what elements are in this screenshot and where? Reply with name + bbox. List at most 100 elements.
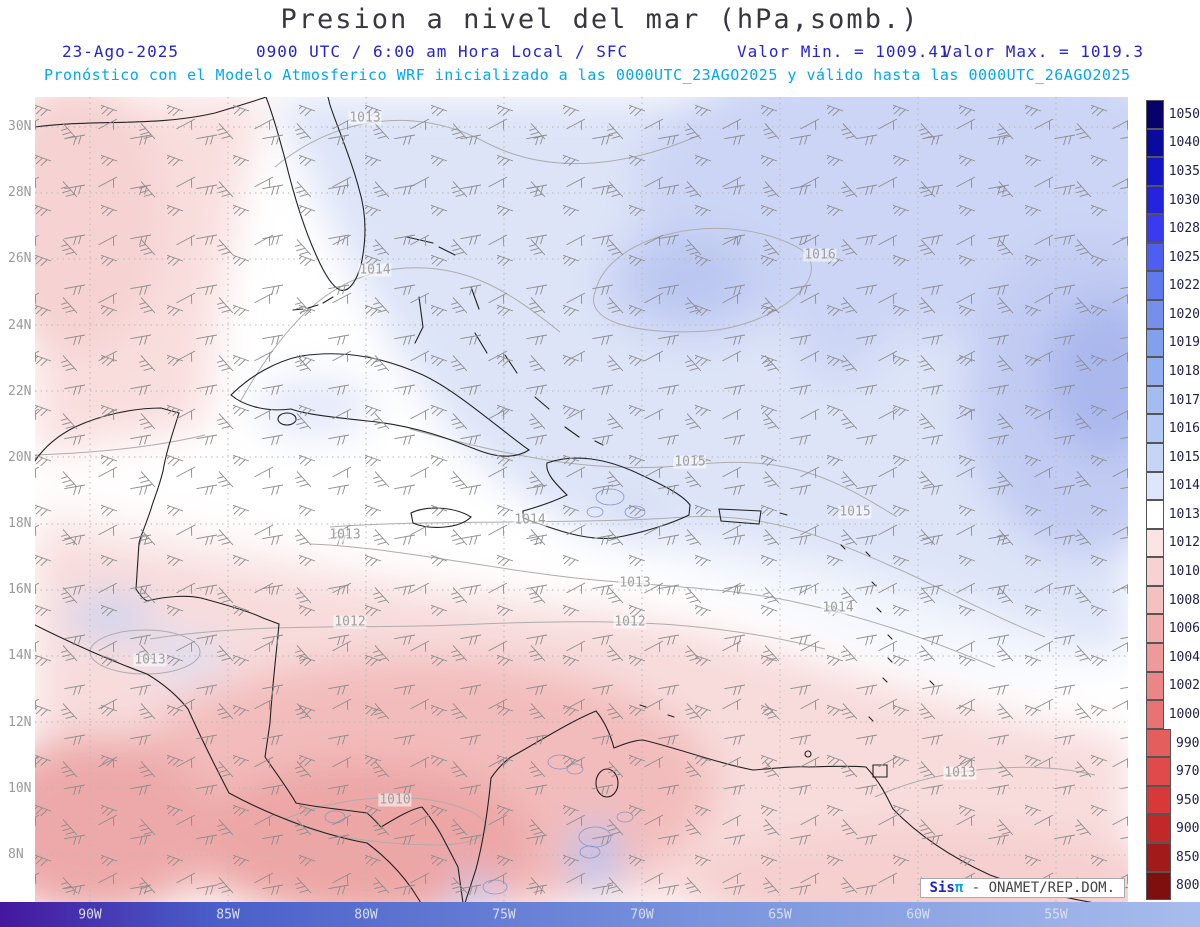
lat-tick-label: 14N [8, 648, 32, 664]
colorbar-swatch [1146, 642, 1164, 672]
colorbar-swatch [1146, 785, 1171, 815]
colorbar-row: 1010 [1146, 557, 1200, 586]
colorbar-swatch [1146, 471, 1164, 501]
colorbar-row: 850 [1146, 843, 1200, 872]
lon-tick-label: 70W [630, 907, 654, 922]
model-info-line: Pronóstico con el Modelo Atmosferico WRF… [44, 66, 1131, 84]
contour-label: 1013 [618, 575, 652, 591]
colorbar-tick-label: 1016 [1168, 421, 1200, 437]
colorbar-row: 1016 [1146, 414, 1200, 443]
colorbar-tick-label: 1019 [1168, 335, 1200, 351]
colorbar-row: 950 [1146, 785, 1200, 815]
colorbar-tick-label: 1013 [1168, 506, 1200, 522]
colorbar-swatch [1146, 728, 1171, 758]
lat-tick-label: 26N [8, 251, 32, 267]
colorbar-swatch [1146, 814, 1171, 844]
lat-tick-label: 10N [8, 780, 32, 796]
branding: Sisπ - ONAMET/REP.DOM. [919, 878, 1125, 898]
colorbar-swatch [1146, 385, 1164, 415]
colorbar-row: 800 [1146, 871, 1200, 901]
colorbar-tick-label: 900 [1176, 821, 1200, 837]
colorbar-row: 1028 [1146, 214, 1200, 243]
value-max-label: Valor Max. = 1019.3 [942, 42, 1145, 61]
colorbar-swatch [1146, 300, 1164, 329]
colorbar-tick-label: 1028 [1168, 221, 1200, 237]
lon-tick-label: 75W [492, 907, 516, 922]
colorbar-tick-label: 1030 [1168, 192, 1200, 208]
lon-tick-label: 65W [768, 907, 792, 922]
lon-tick-label: 90W [78, 907, 102, 922]
colorbar-row: 1050 [1146, 100, 1200, 129]
colorbar-swatch [1146, 614, 1164, 643]
lat-tick-label: 30N [8, 119, 32, 134]
colorbar-row: 1014 [1146, 471, 1200, 501]
colorbar-tick-label: 1035 [1168, 163, 1200, 179]
contour-label: 1013 [943, 765, 977, 781]
colorbar-row: 1000 [1146, 700, 1200, 729]
colorbar-swatch [1146, 671, 1164, 701]
colorbar-swatch [1146, 557, 1164, 586]
colorbar-tick-label: 1050 [1168, 106, 1200, 122]
colorbar-tick-label: 1017 [1168, 392, 1200, 408]
colorbar-row: 1017 [1146, 385, 1200, 415]
colorbar-row: 1019 [1146, 328, 1200, 358]
lat-tick-label: 28N [8, 185, 32, 201]
colorbar-tick-label: 950 [1176, 792, 1200, 808]
colorbar-row: 1030 [1146, 185, 1200, 215]
colorbar-row: 1020 [1146, 300, 1200, 329]
lon-tick-label: 80W [354, 907, 378, 922]
contour-label: 1013 [328, 527, 362, 543]
page-title: Presion a nivel del mar (hPa,somb.) [280, 4, 920, 35]
colorbar-tick-label: 1002 [1168, 678, 1200, 694]
lat-tick-label: 22N [8, 383, 32, 399]
colorbar: 1050 1040 1035 1030 1028 1025 [1146, 100, 1200, 901]
contour-label: 1010 [378, 792, 412, 808]
colorbar-row: 1022 [1146, 271, 1200, 301]
colorbar-row: 1013 [1146, 500, 1200, 529]
colorbar-swatch [1146, 500, 1164, 529]
colorbar-row: 1025 [1146, 242, 1200, 272]
colorbar-tick-label: 1040 [1168, 135, 1200, 151]
colorbar-tick-label: 1004 [1168, 649, 1200, 665]
colorbar-swatch [1146, 157, 1164, 186]
colorbar-swatch [1146, 528, 1164, 558]
map-canvas [35, 97, 1128, 903]
contour-label: 1013 [133, 652, 167, 668]
colorbar-swatch [1146, 757, 1171, 786]
lat-tick-label: 8N [8, 846, 24, 862]
colorbar-tick-label: 990 [1176, 735, 1200, 751]
colorbar-tick-label: 1020 [1168, 306, 1200, 322]
contour-label: 1012 [613, 614, 647, 630]
contour-label: 1013 [348, 110, 382, 126]
colorbar-tick-label: 1006 [1168, 621, 1200, 637]
contour-label: 1014 [821, 600, 855, 616]
colorbar-swatch [1146, 185, 1164, 215]
colorbar-tick-label: 1014 [1168, 478, 1200, 494]
lat-tick-label: 18N [8, 516, 32, 532]
colorbar-row: 1035 [1146, 157, 1200, 186]
colorbar-tick-label: 1015 [1168, 449, 1200, 465]
colorbar-tick-label: 1008 [1168, 592, 1200, 608]
longitude-axis: 90W 85W 80W 75W 70W 65W 60W 55W [70, 907, 1076, 922]
colorbar-swatch [1146, 843, 1171, 872]
lat-tick-label: 20N [8, 449, 32, 465]
colorbar-swatch [1146, 128, 1164, 158]
contour-label: 1012 [333, 614, 367, 630]
contour-label: 1016 [803, 247, 837, 263]
contour-label: 1014 [358, 262, 392, 278]
contour-label: 1015 [673, 454, 707, 470]
colorbar-tick-label: 850 [1176, 849, 1200, 865]
value-min-label: Valor Min. = 1009.41 [737, 42, 950, 61]
colorbar-row: 900 [1146, 814, 1200, 844]
colorbar-row: 1015 [1146, 442, 1200, 472]
pressure-map: 1013 1014 1016 1015 1015 1014 1013 1013 1012 1012… [35, 97, 1128, 903]
longitude-axis-bar: 90W 85W 80W 75W 70W 65W 60W 55W [0, 902, 1200, 927]
colorbar-swatch [1146, 242, 1164, 272]
colorbar-swatch [1146, 700, 1164, 729]
colorbar-swatch [1146, 100, 1164, 129]
colorbar-row: 1040 [1146, 128, 1200, 158]
lat-tick-label: 24N [8, 317, 32, 333]
colorbar-tick-label: 800 [1176, 878, 1200, 894]
lon-tick-label: 60W [906, 907, 930, 922]
